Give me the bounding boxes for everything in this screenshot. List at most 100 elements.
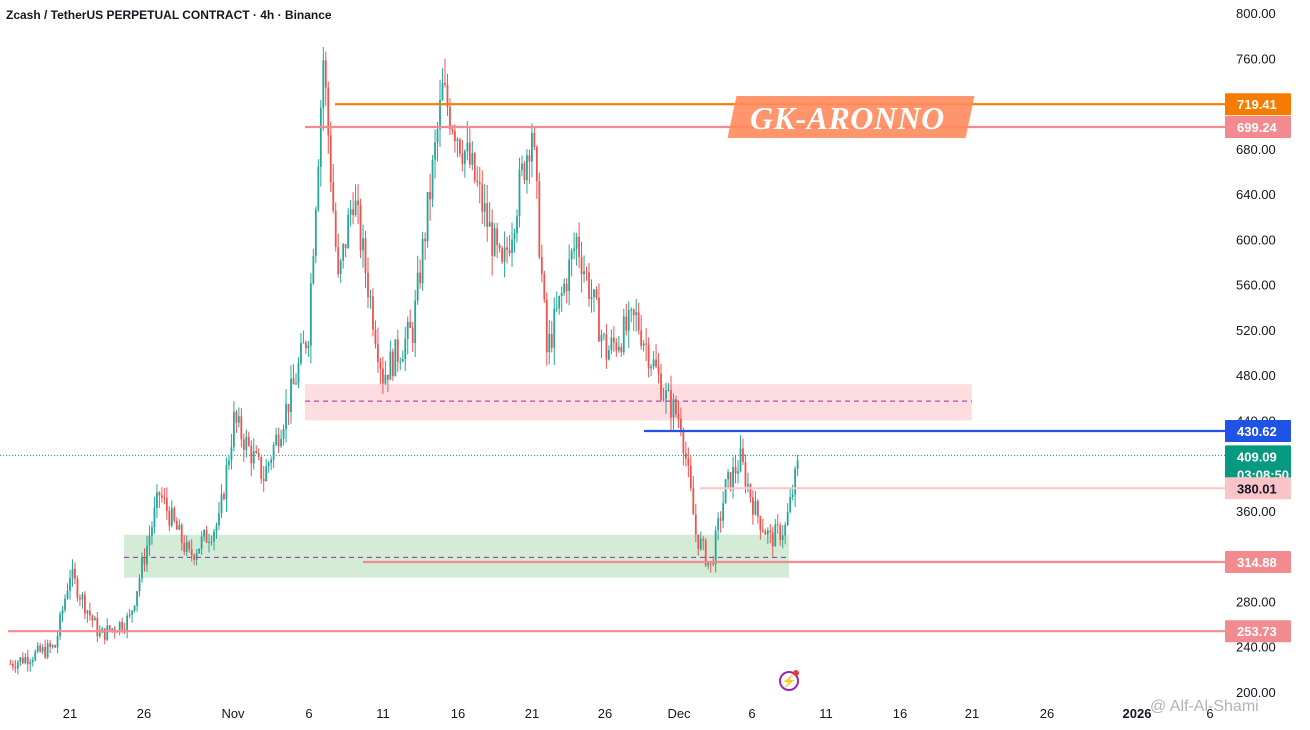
candle [230,433,233,470]
x-tick-label: 11 [819,706,833,721]
candle [632,308,635,331]
candle [640,315,643,350]
candle [627,301,630,349]
candle [168,506,171,532]
candle [66,583,69,600]
x-tick-label: 26 [137,706,151,721]
candle [508,234,511,257]
candle [540,244,543,283]
candle [498,243,501,253]
price-tag-253.73: 253.73 [1225,620,1291,643]
candle [319,100,322,187]
candle [737,460,739,484]
candle [516,209,518,243]
candle [391,348,394,382]
candle [458,137,461,158]
y-tick-label: 640.00 [1236,187,1276,202]
candle [523,160,526,185]
candle [16,660,19,675]
candle [118,621,121,636]
candle [247,431,250,447]
candle [513,228,516,253]
candle [364,230,367,289]
candle [198,548,201,554]
candle [312,248,315,286]
x-tick-label: 11 [376,706,390,721]
candle [133,605,136,613]
y-tick-label: 760.00 [1236,51,1276,66]
candle [647,337,650,378]
candle [662,387,665,402]
price-tag-314.88: 314.88 [1225,550,1291,573]
candle [287,403,290,425]
candle [339,258,342,283]
y-tick-label: 360.00 [1236,504,1276,519]
candle [424,232,427,261]
candle [242,433,245,462]
candle [91,614,94,628]
candle [223,491,225,501]
candle [34,649,37,662]
candle [295,373,297,386]
y-tick-label: 800.00 [1236,6,1276,21]
candle [560,286,563,313]
candle [620,343,623,357]
candle [282,424,285,446]
candle [727,468,729,490]
candle [369,289,372,309]
candle [233,401,235,452]
candle [486,184,489,242]
candle [11,660,14,671]
candle [550,321,553,353]
candle [766,527,769,544]
candle [24,653,27,665]
candle [337,233,340,278]
candle [697,534,700,556]
candle [138,574,141,597]
x-tick-label: 6 [748,706,755,721]
svg-text:430.62: 430.62 [1237,424,1277,439]
candle [106,618,109,642]
svg-text:314.88: 314.88 [1237,555,1277,570]
candle [575,232,578,266]
candle [593,288,595,313]
candle [240,408,243,448]
candle [88,602,91,621]
time-axis[interactable]: 21 26 Nov 6 11 16 21 26 Dec 6 11 16 21 26 2026 6 [63,706,1214,721]
resistance-zone[interactable] [305,384,972,421]
candle [136,590,138,612]
candle [332,163,335,214]
candle [190,539,193,562]
candle [670,375,672,431]
candle [483,184,486,227]
y-tick-label: 280.00 [1236,594,1276,609]
y-tick-label: 600.00 [1236,232,1276,247]
candle [262,466,265,492]
candle [300,333,302,366]
candle [270,456,273,471]
candle [617,336,620,353]
candle [684,441,687,467]
candle [789,487,792,514]
candle [344,244,347,258]
candle [625,303,628,336]
candle [660,364,662,402]
candle [228,455,230,470]
candle [732,456,734,499]
candle [9,659,12,665]
svg-text:253.73: 253.73 [1237,624,1277,639]
candle [59,611,61,640]
candle [461,139,464,172]
flash-icon[interactable]: ⚡ [779,671,799,691]
candle [588,263,590,307]
candle [215,522,218,539]
candle [49,640,52,654]
y-tick-label: 200.00 [1236,685,1276,700]
candle [379,358,382,385]
svg-text:719.41: 719.41 [1237,97,1277,112]
support-zone[interactable] [124,534,789,578]
candle [329,121,332,193]
candle [441,68,444,101]
price-tag-699.24: 699.24 [1225,116,1291,139]
